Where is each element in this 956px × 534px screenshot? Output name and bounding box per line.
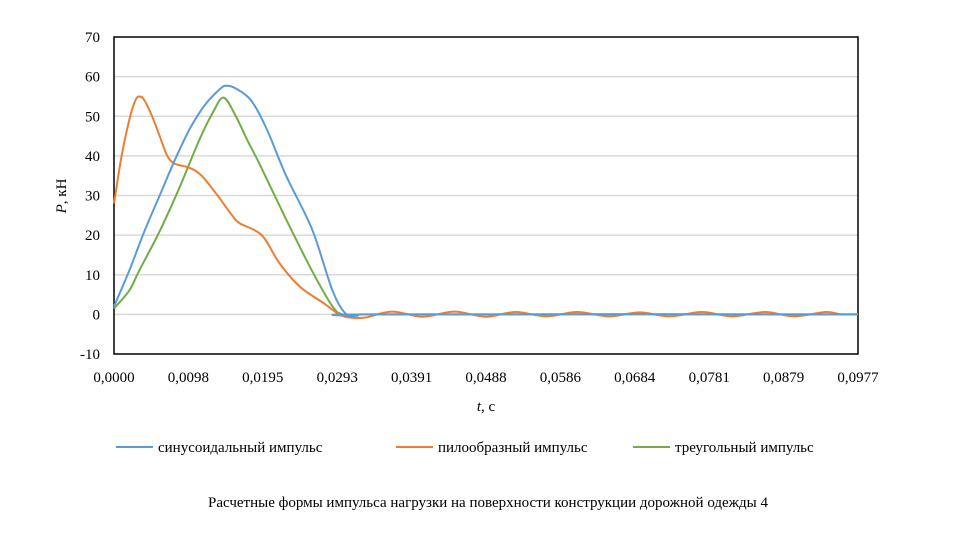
x-axis-variable: t	[477, 399, 482, 415]
x-tick-label: 0,0098	[168, 370, 209, 386]
legend-label: треугольный импульс	[675, 440, 814, 456]
y-tick-label: 70	[85, 30, 100, 46]
y-tick-label: 0	[93, 307, 101, 323]
grid-lines	[114, 75, 858, 316]
y-tick-label: 60	[85, 70, 100, 86]
x-tick-label: 0,0195	[242, 370, 283, 386]
y-axis-unit: , кН	[54, 178, 70, 204]
series-lines	[113, 84, 859, 320]
y-tick-label: 10	[85, 268, 100, 284]
x-axis-ticks: 0,0000 0,0098 0,0195 0,0293 0,0391 0,0488 0,05…	[93, 370, 879, 386]
x-tick-label: 0,0586	[540, 370, 582, 386]
y-axis-variable: P	[54, 204, 70, 214]
legend-label: синусоидальный импульс	[158, 440, 323, 456]
x-tick-label: 0,0000	[93, 370, 134, 386]
x-tick-label: 0,0293	[317, 370, 358, 386]
y-tick-label: 30	[85, 189, 100, 205]
y-tick-label: -10	[80, 347, 100, 363]
x-axis-title: t, с	[477, 399, 496, 415]
y-tick-label: 40	[85, 149, 100, 165]
y-axis-ticks: -10 0 10 20 30 40 50 60 70	[80, 30, 100, 363]
y-tick-label: 50	[85, 109, 100, 125]
x-tick-label: 0,0977	[837, 370, 879, 386]
x-tick-label: 0,0781	[689, 370, 730, 386]
y-tick-label: 20	[85, 228, 100, 244]
x-axis-unit: , с	[481, 399, 496, 415]
x-tick-label: 0,0879	[763, 370, 804, 386]
legend-label: пилообразный импульс	[438, 440, 588, 456]
series-line-0	[113, 84, 859, 318]
legend: синусоидальный импульс пилообразный импул…	[116, 440, 814, 456]
series-line-1	[113, 95, 859, 320]
y-axis-title: P, кН	[54, 178, 70, 214]
x-tick-label: 0,0488	[465, 370, 506, 386]
chart-caption: Расчетные формы импульса нагрузки на пов…	[208, 495, 769, 511]
plot-area-border	[113, 36, 859, 355]
x-tick-label: 0,0391	[391, 370, 432, 386]
x-tick-label: 0,0684	[614, 370, 656, 386]
